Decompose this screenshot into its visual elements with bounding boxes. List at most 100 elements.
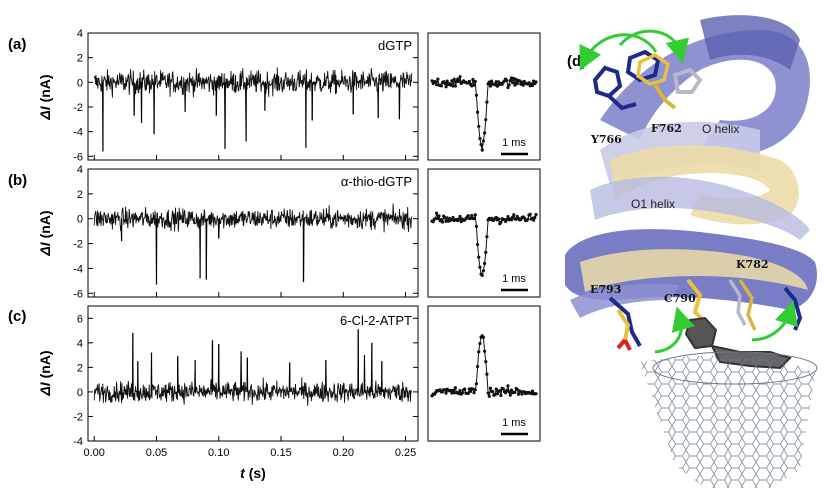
inset-point-b-24: [458, 214, 462, 219]
inset-point-a-19: [452, 77, 456, 81]
inset-point-c-47: [485, 372, 489, 376]
o-helix-top: [700, 15, 800, 70]
inset-point-c-68: [509, 388, 514, 392]
ytick-label-b--6: -6: [73, 288, 83, 300]
y766-ring: [592, 65, 623, 99]
carbon-nanotube: [640, 355, 815, 488]
inset-point-a-5: [436, 77, 440, 81]
inset-point-c-17: [450, 391, 454, 395]
inset-point-c-37: [473, 388, 477, 392]
label-o-helix: O helix: [702, 122, 739, 136]
plot-frame-c: [87, 305, 419, 442]
ticks-c: -4 -2 0 2 4 6 0.00 0.05 0.10 0.15 0.20 0.25: [73, 313, 418, 459]
f762-ring-gold: [636, 52, 670, 86]
e793-stick-gold: [616, 308, 631, 341]
ytick-label-a--6: -6: [73, 151, 83, 163]
plot-frame-a: [87, 32, 419, 161]
inset-point-c-89: [534, 392, 538, 396]
inset-point-a-20: [453, 84, 457, 88]
inset-point-a-89: [534, 80, 538, 84]
inset-point-a-8: [439, 84, 443, 88]
scale-bar-label-c: 1 ms: [502, 417, 526, 429]
ytick-label-b-0: 0: [77, 214, 83, 226]
trace-b: [93, 203, 413, 285]
xtick-label-4: 0.20: [333, 447, 354, 459]
inset-point-a-42: [479, 143, 483, 147]
inset-point-b-5: [436, 216, 440, 221]
inset-point-c-18: [451, 388, 455, 392]
ticks-b: -6 -4 -2 0 2 4: [73, 164, 418, 300]
xtick-label-5: 0.25: [395, 447, 416, 459]
y-axis-label-a: ΔI (nA): [37, 74, 53, 120]
inset-point-b-38: [474, 224, 479, 228]
e793-stick-blue: [608, 296, 642, 347]
inset-point-b-8: [439, 217, 443, 222]
inset-point-b-37: [473, 213, 477, 217]
annotation-dgtp: dGTP: [378, 38, 412, 53]
inset-point-a-57: [497, 80, 501, 84]
inset-point-c-40: [477, 350, 481, 354]
k782-stick-grey: [728, 279, 747, 326]
inset-point-b-1: [431, 220, 435, 224]
inset-point-c-49: [487, 394, 491, 398]
inset-point-b-57: [497, 217, 501, 221]
inset-point-a-66: [507, 83, 511, 87]
ytick-label-a--4: -4: [73, 127, 83, 139]
inset-point-c-58: [498, 389, 502, 393]
inset-point-c-50: [488, 386, 493, 390]
inset-point-c-12: [444, 391, 448, 395]
ytick-label-c--4: -4: [73, 436, 83, 448]
inset-point-a-56: [495, 84, 500, 88]
inset-point-a-45: [482, 131, 487, 135]
label-o1-helix: O1 helix: [631, 197, 675, 211]
inset-point-b-3: [433, 217, 438, 221]
inset-point-a-50: [488, 84, 493, 88]
inset-point-c-73: [515, 387, 519, 392]
inset-point-b-34: [470, 214, 474, 218]
inset-point-c-31: [466, 391, 470, 396]
inset-point-a-35: [471, 77, 475, 82]
inset-point-c-65: [506, 384, 510, 388]
ytick-label-a-2: 2: [77, 53, 83, 65]
inset-point-b-87: [532, 218, 536, 222]
ytick-label-c-0: 0: [77, 387, 83, 399]
inset-point-c-32: [467, 387, 471, 391]
inset-point-b-40: [477, 255, 481, 259]
inset-point-b-18: [451, 215, 455, 220]
inset-point-b-45: [482, 261, 487, 266]
inset-point-c-52: [491, 390, 495, 394]
inset-point-b-31: [466, 214, 470, 218]
inset-point-b-46: [484, 250, 488, 255]
lower-helix-gold: [580, 249, 808, 292]
inset-point-b-36: [472, 217, 476, 221]
panel-label-b: (b): [8, 172, 27, 189]
inset-point-a-37: [473, 79, 477, 84]
label-y766: Y766: [590, 133, 622, 146]
k782-stick-gold: [738, 279, 757, 331]
ytick-label-b-2: 2: [77, 189, 83, 201]
current-trace-a: [93, 67, 413, 152]
inset-point-c-44: [481, 335, 486, 339]
inset-point-b-33: [468, 216, 473, 220]
protein-structure-illustration: Y766 F762 O helix O1 helix C790 K782 E79…: [565, 15, 818, 488]
inset-point-a-41: [478, 136, 482, 141]
inset-point-b-79: [522, 216, 526, 220]
ticks-a: -6 -4 -2 0 2 4: [73, 28, 418, 163]
inset-frame-a: [427, 32, 541, 161]
inset-point-a-78: [521, 83, 525, 87]
label-e793: E793: [590, 283, 621, 296]
inset-point-a-43: [480, 148, 484, 152]
y766-stick: [607, 94, 637, 111]
inset-point-b-23: [457, 217, 461, 221]
inset-point-b-6: [437, 214, 441, 218]
inset-point-a-18: [451, 84, 455, 88]
inset-point-a-39: [475, 110, 480, 114]
arrow-rotation-e793: [654, 306, 695, 354]
c790-stick: [686, 278, 707, 324]
inset-point-c-39: [475, 364, 480, 369]
current-trace-c: [93, 329, 413, 406]
inset-point-c-56: [495, 392, 500, 396]
inset-frame-b: [427, 168, 541, 298]
inset-point-b-89: [534, 213, 538, 217]
inset-trace-c: [430, 334, 538, 398]
